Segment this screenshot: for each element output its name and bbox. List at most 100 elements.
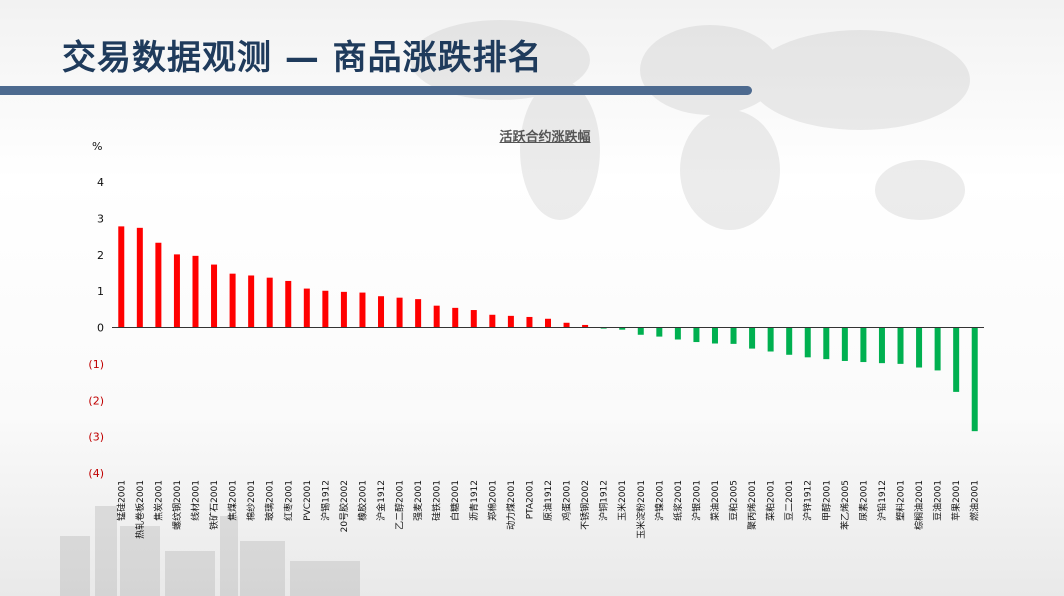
bar	[860, 327, 867, 363]
bar	[563, 322, 570, 328]
bar	[823, 327, 830, 360]
x-tick-label: 沪锌1912	[802, 480, 814, 521]
bar	[415, 299, 422, 328]
y-axis-unit-label: %	[92, 140, 103, 153]
bar	[878, 327, 885, 364]
x-tick-label: 沪银2001	[690, 480, 702, 521]
x-axis-labels: 锰硅2001 热轧卷板2001 焦炭2001 螺纹钢2001 线材2001 铁矿石2001…	[115, 480, 980, 539]
bar-series	[118, 226, 978, 432]
bar	[266, 277, 273, 328]
bar	[303, 288, 310, 328]
x-tick-label: 郑棉2001	[486, 480, 498, 521]
x-tick-label: 豆油2001	[932, 480, 944, 521]
chart-title: 活跃合约涨跌幅	[499, 130, 591, 145]
x-tick-label: 强麦2001	[412, 480, 424, 521]
x-tick-label: 沪金1912	[375, 480, 387, 521]
x-tick-label: 焦煤2001	[227, 480, 239, 521]
x-tick-label: 原油1912	[542, 480, 554, 521]
title-underline-bar	[0, 86, 752, 95]
bar	[322, 290, 329, 328]
bar	[359, 292, 366, 328]
bar	[934, 327, 941, 371]
x-tick-label: 不锈钢2002	[579, 480, 591, 530]
y-tick-label: 2	[97, 249, 104, 262]
x-tick-label: PTA2001	[525, 480, 535, 519]
y-axis-ticks: 4 3 2 1 0 (1) (2) (3) (4)	[88, 176, 104, 480]
x-tick-label: 沪锡1912	[319, 480, 331, 521]
bar	[600, 327, 607, 329]
x-tick-label: 鸡蛋2001	[561, 480, 573, 521]
x-tick-label: 焦炭2001	[152, 480, 164, 521]
bar	[730, 327, 737, 344]
x-tick-label: 棉纱2001	[245, 480, 257, 521]
bar	[953, 327, 960, 392]
x-tick-label: 硅铁2001	[431, 480, 443, 521]
y-tick-label: (3)	[88, 431, 104, 444]
x-tick-label: 菜油2001	[709, 480, 721, 521]
x-tick-label: 铁矿石2001	[208, 480, 220, 530]
bar	[192, 255, 199, 328]
slide-title: 交易数据观测 — 商品涨跌排名	[62, 38, 543, 78]
bar	[916, 327, 923, 368]
bar	[749, 327, 756, 349]
x-tick-label: PVC2001	[303, 480, 313, 521]
city-skyline-decoration	[60, 506, 360, 596]
x-tick-label: 燃油2001	[969, 480, 981, 521]
y-tick-label: (4)	[88, 467, 104, 480]
bar	[433, 305, 440, 328]
x-tick-label: 20号胶2002	[338, 480, 350, 532]
bar	[841, 327, 848, 361]
x-tick-label: 沪铅1912	[876, 480, 888, 521]
bar	[229, 273, 236, 328]
x-tick-label: 沥青1912	[468, 480, 480, 521]
bar	[489, 314, 496, 328]
x-tick-label: 乙二醇2001	[394, 480, 406, 530]
x-tick-label: 甲醇2001	[820, 480, 832, 521]
x-tick-label: 螺纹钢2001	[171, 480, 183, 530]
x-tick-label: 白糖2001	[449, 480, 461, 521]
bar	[619, 327, 626, 330]
bar	[378, 296, 385, 328]
bar	[786, 327, 793, 355]
bar	[248, 275, 255, 328]
y-tick-label: (1)	[88, 358, 104, 371]
y-tick-label: 0	[97, 322, 104, 335]
x-tick-label: 纸浆2001	[672, 480, 684, 521]
bar	[804, 327, 811, 358]
bar	[674, 327, 681, 340]
x-tick-label: 苯乙烯2005	[839, 480, 851, 530]
x-tick-label: 玻璃2001	[264, 480, 276, 521]
x-tick-label: 动力煤2001	[505, 480, 517, 530]
x-tick-label: 沪铜1912	[598, 480, 610, 521]
x-tick-label: 玉米2001	[616, 480, 628, 521]
bar	[396, 297, 403, 328]
x-tick-label: 线材2001	[189, 480, 201, 521]
x-tick-label: 苹果2001	[950, 480, 962, 521]
bar	[582, 324, 589, 328]
x-tick-label: 红枣2001	[282, 480, 294, 521]
x-tick-label: 尿素2001	[857, 480, 869, 521]
bar	[637, 327, 644, 335]
x-tick-label: 热轧卷板2001	[134, 480, 146, 539]
bar	[971, 327, 978, 432]
x-tick-label: 聚丙烯2001	[746, 480, 758, 530]
bar	[118, 226, 125, 328]
bar	[285, 280, 292, 328]
bar	[211, 264, 218, 328]
bar	[452, 307, 459, 328]
y-tick-label: 1	[97, 285, 104, 298]
bar	[173, 254, 180, 328]
y-tick-label: 4	[97, 176, 104, 189]
bar	[545, 318, 551, 328]
x-tick-label: 棕榈油2001	[913, 480, 925, 530]
x-tick-label: 菜粕2001	[765, 480, 777, 521]
x-tick-label: 玉米淀粉2001	[635, 480, 647, 539]
x-tick-label: 豆粕2005	[728, 480, 740, 521]
bar	[656, 327, 663, 337]
bar	[507, 315, 514, 328]
bar	[897, 327, 904, 364]
bar	[340, 291, 347, 328]
x-tick-label: 橡胶2001	[356, 480, 368, 521]
bar	[136, 227, 143, 328]
bar	[711, 327, 718, 344]
